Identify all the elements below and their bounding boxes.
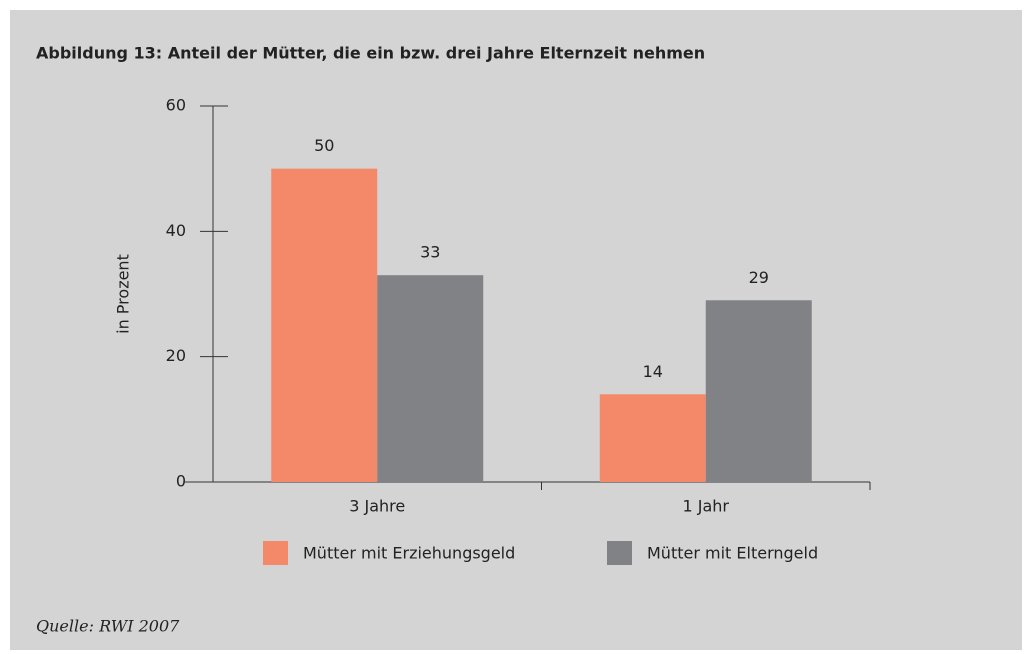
value-label: 14 [643, 362, 663, 381]
bar [599, 394, 706, 482]
value-label: 33 [420, 243, 440, 262]
legend-swatch [607, 541, 632, 565]
y-tick-label: 60 [166, 96, 186, 115]
y-axis-label: in Prozent [114, 254, 133, 334]
value-label: 50 [314, 136, 334, 155]
x-tick-label: 1 Jahr [682, 497, 729, 516]
source: Quelle: RWI 2007 [36, 617, 180, 636]
value-label: 29 [749, 268, 769, 287]
y-tick-label: 40 [166, 221, 186, 240]
background [10, 10, 1022, 650]
y-tick-label: 20 [166, 346, 186, 365]
bar [377, 275, 484, 482]
bar [705, 300, 812, 482]
bar [271, 168, 378, 482]
legend-label: Mütter mit Elterngeld [647, 544, 818, 563]
y-tick-label: 0 [176, 472, 186, 491]
legend-label: Mütter mit Erziehungsgeld [303, 544, 515, 563]
x-tick-label: 3 Jahre [349, 497, 405, 516]
legend-swatch [263, 541, 288, 565]
chart-title: Abbildung 13: Anteil der Mütter, die ein… [36, 44, 705, 63]
